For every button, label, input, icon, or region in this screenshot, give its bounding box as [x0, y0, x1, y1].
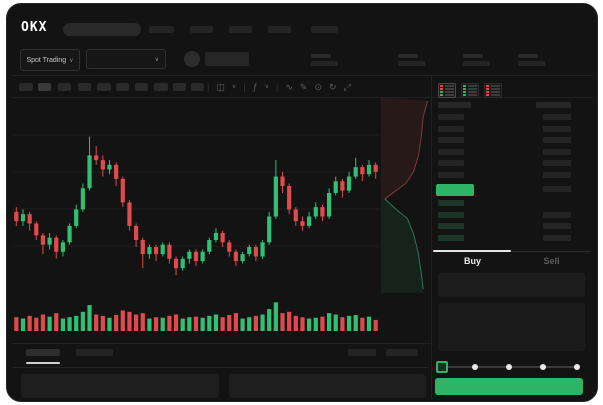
- slider-stop-50[interactable]: [506, 364, 512, 370]
- interval-button[interactable]: [78, 83, 91, 91]
- ask-price-placeholder: [438, 137, 464, 143]
- chevron-down-icon[interactable]: ∨: [264, 84, 270, 90]
- bid-price-placeholder: [438, 200, 464, 206]
- ask-amount-placeholder: [543, 114, 571, 120]
- stat-label-placeholder: [398, 54, 418, 58]
- interval-toolbar: [7, 83, 207, 91]
- nav-item[interactable]: [149, 26, 174, 33]
- bottom-tab-history[interactable]: [76, 349, 113, 356]
- bid-price-placeholder: [438, 234, 464, 241]
- orderbook-view-toggles: [438, 83, 502, 98]
- buy-submit-button[interactable]: [435, 378, 583, 395]
- interval-button[interactable]: [58, 83, 71, 91]
- stat-value-placeholder: [463, 61, 490, 66]
- ask-price-placeholder: [438, 148, 464, 155]
- tab-buy[interactable]: Buy: [463, 256, 481, 266]
- active-tab-indicator: [433, 250, 511, 252]
- bottom-panel-left: [21, 374, 219, 398]
- slider-stop-75[interactable]: [540, 364, 546, 370]
- bottom-action-1[interactable]: [348, 349, 376, 356]
- bid-amount-placeholder: [543, 211, 571, 218]
- nav-item[interactable]: [311, 26, 338, 33]
- trade-tabs: Buy Sell: [433, 256, 591, 270]
- market-type-selector[interactable]: Spot Trading ∨: [20, 49, 80, 71]
- interval-button[interactable]: [19, 83, 33, 91]
- indicator-icon[interactable]: ƒ: [252, 81, 258, 92]
- nav-item[interactable]: [190, 26, 213, 33]
- search-input[interactable]: [63, 23, 141, 36]
- stat-value-placeholder: [398, 61, 425, 66]
- ask-price-placeholder: [438, 171, 464, 178]
- app-window: OKX Spot Trading ∨ ∨ | ◫ ∨ | ƒ ∨ | ∿ ✎ ⊙ ↻ ⤢ Buy Se…: [6, 3, 598, 402]
- bid-price-placeholder: [438, 223, 464, 229]
- pair-selector[interactable]: ∨: [86, 49, 166, 69]
- pair-name-placeholder: [205, 52, 249, 66]
- history-icon[interactable]: ↻: [329, 81, 337, 92]
- chevron-down-icon: ∨: [154, 56, 159, 63]
- slider-handle[interactable]: [436, 361, 448, 373]
- volume-chart: [14, 302, 378, 331]
- price-input[interactable]: [438, 273, 585, 297]
- stat-value-placeholder: [518, 61, 545, 66]
- candlestick-chart[interactable]: [13, 99, 379, 291]
- bottom-tab-orders[interactable]: [26, 349, 60, 356]
- ask-amount-placeholder: [543, 137, 571, 143]
- ask-price-placeholder: [438, 114, 464, 120]
- interval-button[interactable]: [116, 83, 129, 91]
- ask-amount-placeholder: [543, 171, 571, 178]
- draw-icon[interactable]: ✎: [299, 81, 308, 92]
- bottom-tab-underline: [26, 362, 60, 364]
- ask-amount-placeholder: [543, 125, 571, 132]
- nav-item[interactable]: [229, 26, 252, 33]
- bottom-action-2[interactable]: [386, 349, 418, 356]
- depth-chart: [381, 97, 429, 293]
- camera-icon[interactable]: ⊙: [314, 81, 323, 92]
- interval-button[interactable]: [154, 83, 168, 91]
- tab-sell[interactable]: Sell: [543, 256, 560, 266]
- interval-button[interactable]: [38, 83, 51, 91]
- orderbook-col-header-amount: [536, 102, 571, 108]
- nav-item[interactable]: [268, 26, 291, 33]
- orderbook-view-combined[interactable]: [438, 83, 456, 98]
- ask-amount-placeholder: [543, 160, 571, 166]
- okx-logo: OKX: [21, 20, 48, 35]
- ask-price-placeholder: [438, 160, 464, 166]
- candle-style-icon[interactable]: ◫: [216, 81, 225, 92]
- separator: |: [276, 81, 279, 92]
- ask-price-placeholder: [438, 125, 464, 132]
- chevron-down-icon[interactable]: ∨: [231, 84, 237, 90]
- bid-amount-placeholder: [543, 223, 571, 229]
- stat-label-placeholder: [518, 54, 538, 58]
- fullscreen-icon[interactable]: ⤢: [343, 81, 351, 92]
- last-amount-placeholder: [543, 186, 571, 192]
- interval-button[interactable]: [191, 83, 204, 91]
- stat-label-placeholder: [463, 54, 483, 58]
- separator: |: [243, 81, 246, 92]
- separator: |: [207, 81, 210, 92]
- bid-amount-placeholder: [543, 234, 571, 241]
- orderbook-col-header-price: [438, 102, 471, 108]
- chevron-down-icon: ∨: [69, 57, 74, 64]
- slider-stop-100[interactable]: [574, 364, 580, 370]
- interval-button[interactable]: [173, 83, 186, 91]
- bottom-panel-right: [229, 374, 426, 398]
- amount-input[interactable]: [438, 303, 585, 351]
- last-price-badge: [436, 184, 474, 196]
- stat-label-placeholder: [311, 54, 331, 58]
- stat-value-placeholder: [311, 61, 338, 66]
- orderbook-view-bids[interactable]: [461, 83, 479, 98]
- chart-tools: | ◫ ∨ | ƒ ∨ | ∿ ✎ ⊙ ↻ ⤢: [207, 80, 351, 94]
- bid-price-placeholder: [438, 211, 464, 218]
- interval-button[interactable]: [135, 83, 148, 91]
- line-tool-icon[interactable]: ∿: [285, 81, 293, 92]
- ask-amount-placeholder: [543, 148, 571, 155]
- coin-icon: [184, 51, 200, 67]
- market-type-label: Spot Trading: [26, 56, 67, 64]
- orderbook-view-asks[interactable]: [484, 83, 502, 98]
- slider-stop-25[interactable]: [472, 364, 478, 370]
- interval-button[interactable]: [97, 83, 111, 91]
